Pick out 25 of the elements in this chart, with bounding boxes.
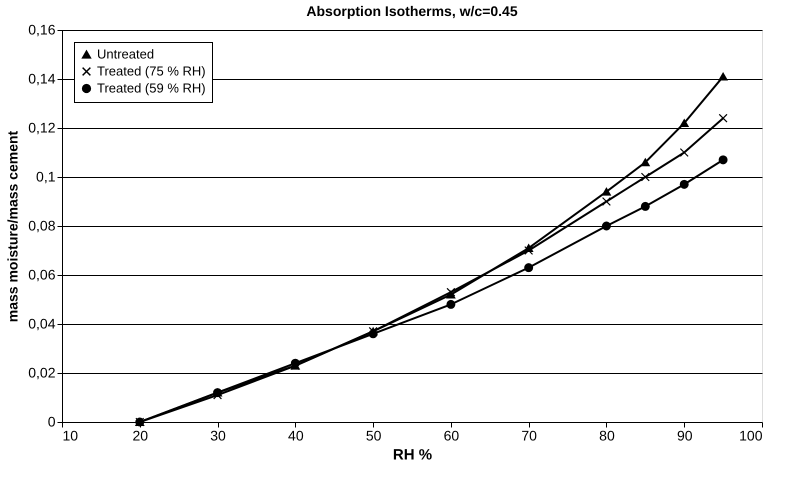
y-tick-label: 0,12: [28, 120, 56, 136]
y-tick-label: 0,06: [28, 266, 56, 282]
x-tick-label: 60: [444, 428, 460, 444]
x-axis-title: RH %: [392, 446, 432, 464]
x-tick-label: 50: [366, 428, 382, 444]
y-tick-label: 0: [48, 414, 56, 430]
y-tick-label: 0,02: [28, 364, 56, 380]
y-axis-title: mass moisture/mass cement: [4, 130, 20, 322]
y-tick-label: 0,1: [36, 168, 56, 184]
y-tick-label: 0,04: [28, 316, 56, 332]
legend-label: Treated (59 % RH): [97, 80, 206, 96]
x-tick-label: 20: [132, 428, 148, 444]
y-tick-label: 0,08: [28, 218, 56, 234]
y-tick-label: 0,14: [28, 70, 56, 86]
x-tick-label: 90: [676, 428, 693, 444]
x-tick-label: 10: [62, 428, 78, 444]
legend-label: Untreated: [97, 46, 154, 62]
x-tick-label: 70: [521, 428, 538, 444]
y-tick-label: 0,16: [28, 22, 56, 38]
chart-title: Absorption Isotherms, w/c=0.45: [306, 3, 518, 19]
x-tick-label: 100: [739, 428, 763, 444]
legend-label: Treated (75 % RH): [97, 64, 206, 78]
x-tick-label: 30: [210, 428, 226, 444]
x-tick-label: 80: [599, 428, 615, 444]
x-tick-label: 40: [288, 428, 304, 444]
